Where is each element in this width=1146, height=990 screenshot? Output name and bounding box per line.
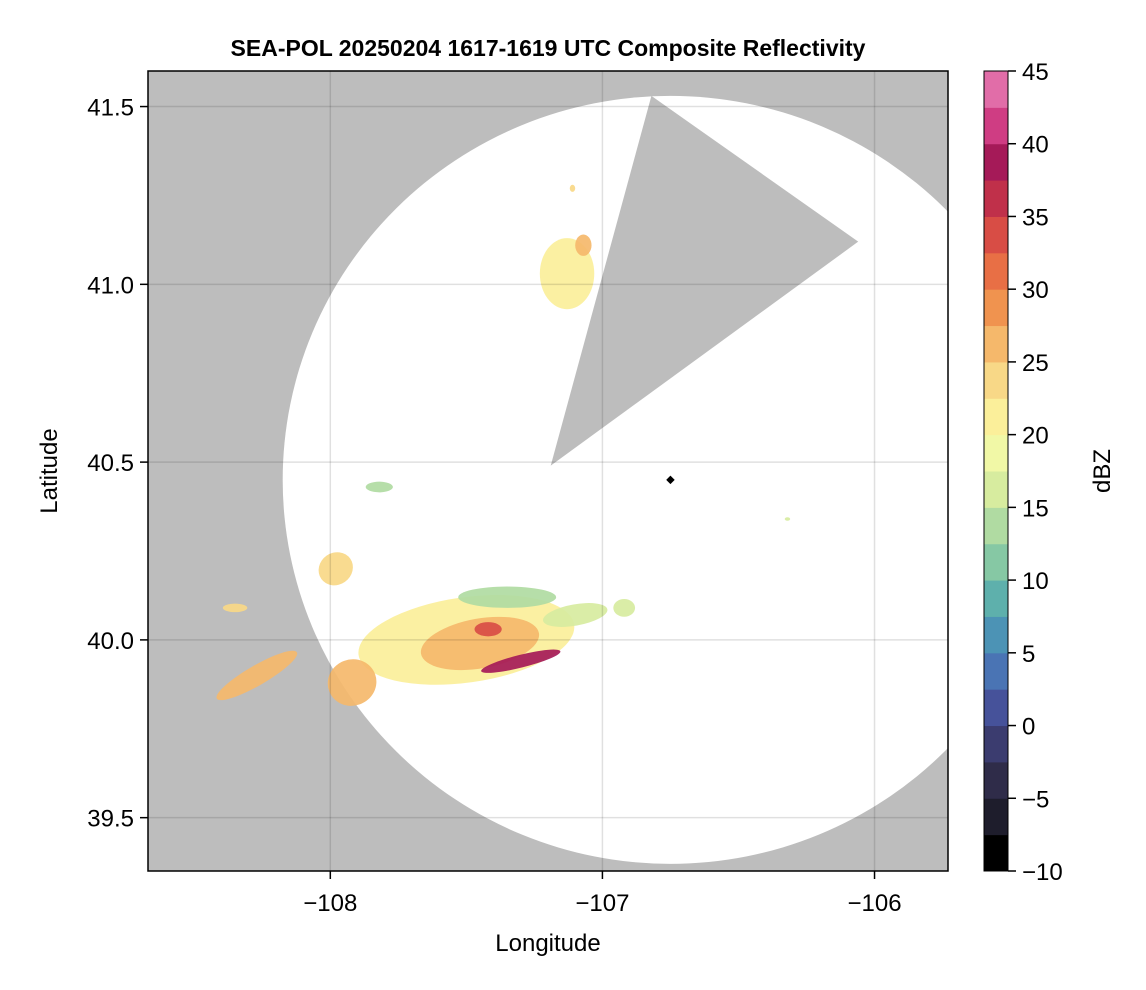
chart-title: SEA-POL 20250204 1617-1619 UTC Composite…	[231, 35, 866, 61]
y-tick-label: 39.5	[87, 806, 134, 833]
echo-northwest-cell	[318, 552, 353, 586]
echo-northern-edge	[458, 586, 557, 608]
colorbar-tick-label: 15	[1022, 495, 1049, 522]
echo-southwest-streak	[216, 650, 298, 701]
echo-main-core	[420, 616, 540, 671]
colorbar-segment	[984, 398, 1008, 436]
colorbar-segment	[984, 834, 1008, 872]
colorbar-frame	[983, 70, 1009, 872]
echo-mid-speck	[365, 481, 393, 493]
colorbar-tick-label: 25	[1022, 350, 1049, 377]
colorbar-segment	[984, 325, 1008, 363]
echo-east-speck	[613, 599, 636, 617]
echo-main-peak	[474, 622, 502, 637]
colorbar-segment	[984, 652, 1008, 690]
echo-layer	[216, 184, 791, 706]
colorbar-segment	[984, 180, 1008, 217]
x-tick-label: −107	[575, 890, 629, 917]
colorbar-segment	[984, 216, 1008, 254]
y-axis-label: Latitude	[36, 428, 63, 513]
echo-western-blob	[327, 659, 377, 706]
colorbar-tick-label: 5	[1022, 641, 1035, 668]
x-tick-label: −108	[303, 890, 357, 917]
colorbar-segment	[984, 580, 1008, 617]
x-tick-label: −106	[847, 890, 901, 917]
colorbar-label: dBZ	[1089, 449, 1116, 493]
grid-lines	[148, 71, 948, 871]
colorbar-segment	[984, 107, 1008, 145]
colorbar-segment	[984, 361, 1008, 399]
echo-lone-pixel	[569, 184, 576, 192]
colorbar-tick-label: 45	[1022, 59, 1049, 86]
blocked-sector	[550, 95, 859, 466]
colorbar-segment	[984, 71, 1008, 108]
x-axis: −108 −107 −106	[303, 871, 902, 917]
colorbar-tick-label: 20	[1022, 423, 1049, 450]
colorbar-segment	[984, 507, 1008, 545]
colorbar-tick-label: 0	[1022, 714, 1035, 741]
colorbar-tick-label: 30	[1022, 277, 1049, 304]
echo-main-intense-line	[481, 649, 561, 673]
y-tick-label: 41.5	[87, 95, 134, 122]
colorbar-segment	[984, 252, 1008, 290]
x-axis-label: Longitude	[495, 930, 600, 957]
plot-area	[148, 71, 948, 871]
colorbar-segment	[984, 471, 1008, 508]
y-tick-label: 41.0	[87, 272, 134, 299]
plot-frame	[147, 70, 949, 872]
radar-site-marker	[666, 475, 675, 485]
y-axis: 39.5 40.0 40.5 41.0 41.5	[87, 95, 148, 833]
colorbar-tick-label: 10	[1022, 568, 1049, 595]
colorbar-segment	[984, 616, 1008, 654]
colorbar-segment	[984, 761, 1008, 799]
echo-far-east-speck	[784, 517, 791, 521]
colorbar-tick-label: −5	[1022, 786, 1049, 813]
y-tick-label: 40.5	[87, 450, 134, 477]
colorbar-segment	[984, 289, 1008, 327]
colorbar-segment	[984, 434, 1008, 472]
colorbar-tick-label: −10	[1022, 859, 1063, 886]
colorbar-tick-label: 40	[1022, 132, 1049, 159]
colorbar-segment	[984, 143, 1008, 181]
echo-far-west-cell	[222, 603, 248, 613]
echo-north-cell	[539, 238, 595, 310]
colorbar-segment	[984, 543, 1008, 581]
colorbar: −10 −5 0 5 10 15 20 25 30 35 40 45	[983, 59, 1063, 886]
colorbar-tick-label: 35	[1022, 204, 1049, 231]
colorbar-segment	[984, 798, 1008, 836]
colorbar-segment	[984, 689, 1008, 727]
y-tick-label: 40.0	[87, 628, 134, 655]
echo-north-cell-edge	[575, 234, 592, 256]
colorbar-segment	[984, 725, 1008, 763]
echo-eastern-tail	[543, 603, 608, 627]
